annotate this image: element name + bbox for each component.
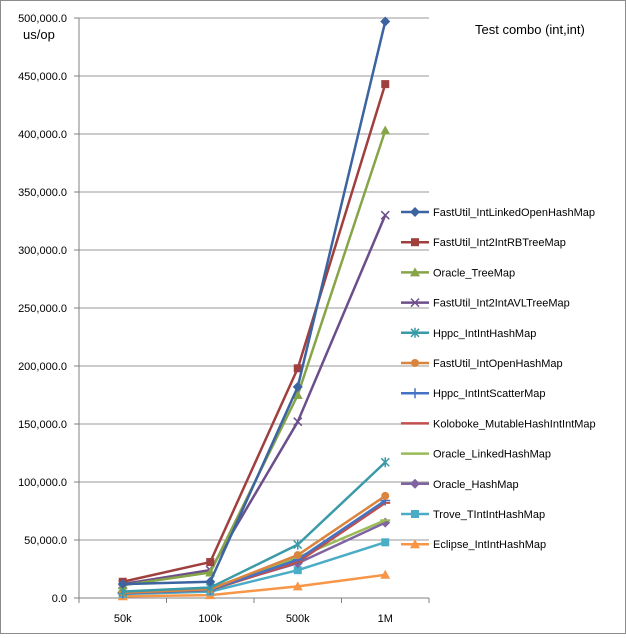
legend-label: FastUtil_Int2IntRBTreeMap — [433, 237, 566, 249]
data-point — [206, 558, 215, 567]
data-point — [292, 381, 303, 392]
legend-entry: FastUtil_IntOpenHashMap — [401, 358, 563, 370]
series-line — [122, 573, 386, 598]
series-line — [122, 214, 387, 586]
legend-marker — [411, 238, 419, 247]
gridlines — [74, 17, 430, 603]
legend-entry: Oracle_LinkedHashMap — [401, 449, 551, 461]
y-axis-label: us/op — [23, 27, 55, 42]
data-point — [380, 569, 391, 579]
series-line — [122, 83, 387, 583]
y-tick-label: 250,000.0 — [18, 303, 67, 315]
data-point — [380, 125, 391, 135]
x-tick-labels: 50k 100k 500k 1M — [114, 613, 393, 625]
series-Oracle_HashMap — [117, 517, 391, 598]
data-point — [381, 80, 390, 89]
data-point — [205, 576, 216, 587]
data-point — [380, 457, 390, 468]
data-point — [117, 579, 128, 590]
series-line — [122, 21, 387, 586]
legend-marker — [411, 510, 419, 518]
legend: FastUtil_IntLinkedOpenHashMap FastUtil_In… — [401, 207, 596, 551]
data-point — [380, 16, 391, 27]
legend-entry: FastUtil_Int2IntRBTreeMap — [401, 237, 566, 249]
data-point — [293, 364, 302, 373]
legend-marker — [410, 388, 420, 399]
y-tick-label: 300,000.0 — [18, 245, 67, 257]
y-tick-label: 200,000.0 — [18, 361, 67, 373]
data-point — [381, 538, 390, 547]
data-point — [293, 551, 302, 560]
x-tick-label: 500k — [286, 613, 310, 625]
legend-marker — [410, 478, 420, 489]
legend-entry: Hppc_IntIntHashMap — [401, 328, 536, 340]
y-tick-label: 400,000.0 — [18, 129, 67, 141]
series-FastUtil_Int2IntRBTreeMap — [118, 80, 390, 586]
x-tick-label: 50k — [114, 613, 132, 625]
series-line — [122, 494, 386, 595]
data-point — [292, 581, 303, 591]
y-tick-label: 500,000.0 — [18, 13, 67, 25]
legend-entry: Hppc_IntIntScatterMap — [401, 388, 546, 400]
legend-entry: Oracle_HashMap — [401, 478, 519, 491]
series-line — [122, 541, 386, 596]
data-point — [293, 417, 303, 427]
series-line — [122, 130, 387, 587]
y-tick-label: 0.0 — [52, 593, 67, 605]
y-tick-label: 350,000.0 — [18, 187, 67, 199]
legend-label: Hppc_IntIntScatterMap — [433, 388, 546, 400]
chart-title: Test combo (int,int) — [475, 22, 585, 37]
legend-entry: FastUtil_IntLinkedOpenHashMap — [401, 207, 595, 219]
legend-label: Oracle_TreeMap — [433, 267, 515, 279]
legend-entry: Oracle_TreeMap — [401, 267, 515, 279]
legend-marker — [410, 298, 420, 308]
x-tick-label: 1M — [378, 613, 393, 625]
legend-marker — [411, 359, 419, 367]
legend-label: Hppc_IntIntHashMap — [433, 328, 536, 340]
legend-label: Koloboke_MutableHashIntIntMap — [433, 418, 596, 430]
legend-label: Oracle_LinkedHashMap — [433, 449, 551, 461]
legend-label: FastUtil_Int2IntAVLTreeMap — [433, 298, 570, 310]
legend-entry: Koloboke_MutableHashIntIntMap — [401, 418, 596, 430]
data-point — [381, 491, 390, 500]
legend-label: FastUtil_IntLinkedOpenHashMap — [433, 207, 595, 219]
legend-entry: FastUtil_Int2IntAVLTreeMap — [401, 298, 570, 310]
legend-label: Trove_TIntIntHashMap — [433, 509, 545, 521]
legend-label: FastUtil_IntOpenHashMap — [433, 358, 563, 370]
legend-label: Oracle_HashMap — [433, 479, 519, 491]
y-tick-labels: 0.0 50,000.0 100,000.0 150,000.0 200,000.0 25… — [18, 13, 67, 605]
y-tick-label: 100,000.0 — [18, 477, 67, 489]
legend-entry: Eclipse_IntIntHashMap — [401, 539, 546, 551]
y-tick-label: 450,000.0 — [18, 71, 67, 83]
series-FastUtil_IntLinkedOpenHashMap — [117, 16, 391, 590]
legend-marker — [410, 539, 420, 549]
legend-marker — [410, 207, 420, 217]
series-line — [122, 461, 387, 593]
y-tick-label: 50,000.0 — [24, 535, 67, 547]
data-point — [380, 210, 390, 220]
legend-marker — [410, 267, 420, 277]
x-tick-label: 100k — [198, 613, 222, 625]
series-lines — [117, 16, 391, 601]
legend-entry: Trove_TIntIntHashMap — [401, 509, 545, 521]
legend-label: Eclipse_IntIntHashMap — [433, 539, 546, 551]
data-point — [293, 566, 302, 575]
y-tick-label: 150,000.0 — [18, 419, 67, 431]
legend-marker — [410, 327, 420, 338]
series-FastUtil_Int2IntAVLTreeMap — [118, 210, 390, 589]
data-point — [293, 539, 303, 550]
data-point — [292, 390, 303, 399]
